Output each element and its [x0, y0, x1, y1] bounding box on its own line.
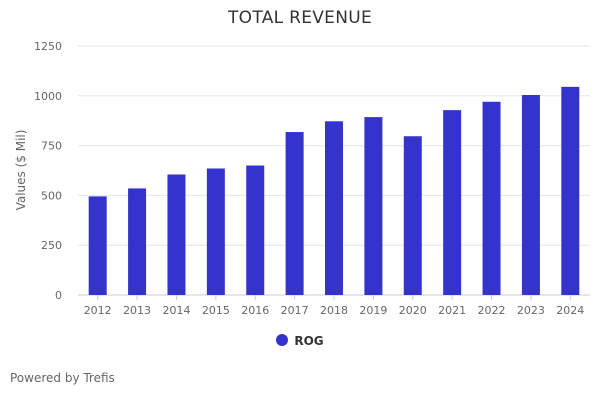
x-tick-label: 2012 — [84, 304, 112, 317]
bar-2014[interactable] — [167, 174, 186, 295]
credit-text: Powered by Trefis — [10, 371, 115, 385]
chart-title: TOTAL REVENUE — [227, 8, 373, 28]
bar-2018[interactable] — [325, 121, 343, 295]
bar-2012[interactable] — [88, 196, 107, 295]
y-tick-label: 500 — [41, 189, 62, 202]
x-tick-label: 2020 — [399, 304, 427, 317]
legend: ROG — [0, 334, 600, 348]
y-tick-label: 250 — [41, 239, 62, 252]
y-tick-label: 0 — [55, 289, 62, 302]
x-tick-label: 2019 — [359, 304, 387, 317]
y-tick-label: 750 — [41, 140, 62, 153]
x-tick-label: 2015 — [202, 304, 230, 317]
x-tick-label: 2016 — [241, 304, 269, 317]
x-tick-label: 2017 — [281, 304, 309, 317]
bar-2020[interactable] — [403, 136, 422, 295]
bar-2013[interactable] — [128, 188, 147, 295]
x-tick-label: 2014 — [162, 304, 190, 317]
axes: 0 250 500 750 1000 1250 2012 2013 2014 2015 2016 20… — [34, 40, 584, 317]
y-axis-title: Values ($ Mil) — [14, 130, 28, 211]
y-tick-label: 1250 — [34, 40, 62, 53]
bar-2015[interactable] — [206, 168, 225, 295]
legend-swatch — [276, 334, 289, 346]
bar-2021[interactable] — [443, 110, 462, 296]
x-tick-label: 2013 — [123, 304, 151, 317]
x-tick-label: 2023 — [517, 304, 545, 317]
bar-2017[interactable] — [285, 132, 304, 295]
x-tick-label: 2022 — [478, 304, 506, 317]
x-tick-label: 2021 — [438, 304, 466, 317]
bar-2023[interactable] — [521, 95, 540, 295]
bar-2022[interactable] — [482, 101, 501, 295]
bar-2024[interactable] — [561, 86, 580, 295]
bars — [88, 86, 580, 296]
x-tick-label: 2018 — [320, 304, 348, 317]
legend-label: ROG — [294, 334, 324, 348]
y-tick-label: 1000 — [34, 90, 62, 103]
bar-2016[interactable] — [246, 165, 265, 295]
bar-2019[interactable] — [364, 117, 383, 295]
x-tick-label: 2024 — [556, 304, 584, 317]
